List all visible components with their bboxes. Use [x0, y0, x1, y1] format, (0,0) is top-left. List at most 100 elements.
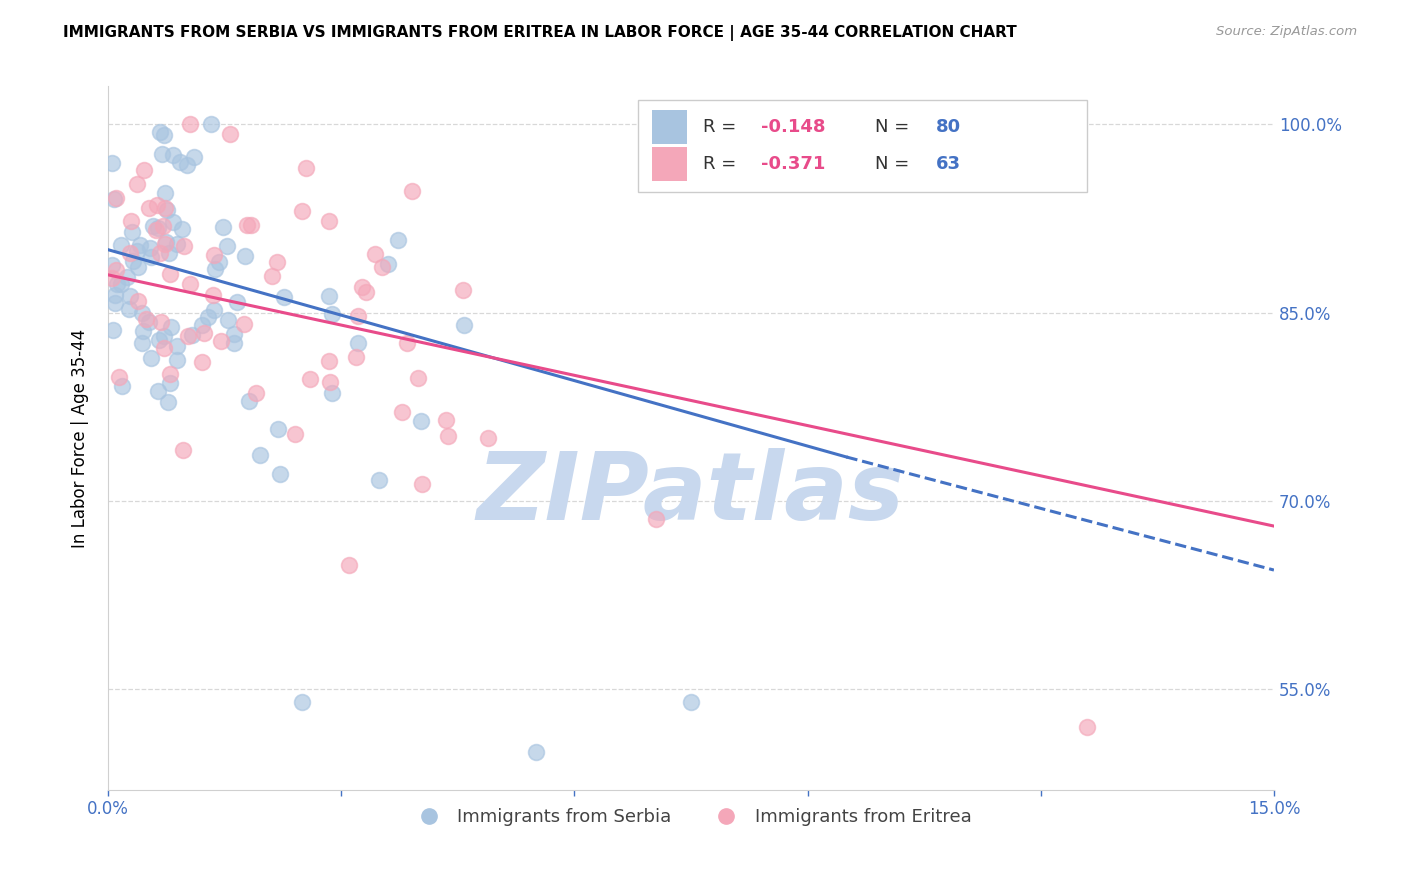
Point [108, 370, 131, 384]
Point [104, 191, 127, 205]
Point [110, 238, 132, 252]
Point [319, 375, 342, 389]
Point [284, 426, 307, 441]
Point [162, 148, 184, 162]
Point [101, 156, 124, 170]
Point [155, 235, 177, 249]
Point [132, 324, 155, 338]
Point [156, 202, 179, 217]
Text: N =: N = [875, 118, 915, 136]
Point [233, 318, 256, 332]
Point [105, 277, 128, 291]
Bar [652, 111, 688, 144]
Point [128, 237, 150, 252]
Point [208, 255, 231, 269]
Point [159, 376, 181, 391]
Point [156, 394, 179, 409]
Point [347, 310, 370, 324]
Point [180, 327, 202, 342]
Point [146, 384, 169, 398]
Point [132, 163, 155, 178]
Point [437, 429, 460, 443]
Point [295, 161, 318, 175]
Point [644, 512, 666, 526]
Point [298, 372, 321, 386]
Point [105, 262, 128, 277]
Point [152, 219, 174, 233]
Point [318, 354, 340, 368]
Point [155, 237, 177, 252]
Text: R =: R = [703, 118, 741, 136]
Point [191, 318, 214, 332]
Point [153, 128, 176, 143]
Point [110, 277, 132, 292]
Point [111, 379, 134, 393]
Point [262, 268, 284, 283]
Point [153, 329, 176, 343]
Point [409, 414, 432, 428]
Point [120, 214, 142, 228]
Text: N =: N = [875, 154, 915, 173]
Point [145, 223, 167, 237]
Point [346, 335, 368, 350]
Point [679, 695, 702, 709]
Point [350, 279, 373, 293]
Point [193, 326, 215, 340]
Point [321, 307, 343, 321]
Point [118, 301, 141, 316]
Text: IMMIGRANTS FROM SERBIA VS IMMIGRANTS FROM ERITREA IN LABOR FORCE | AGE 35-44 COR: IMMIGRANTS FROM SERBIA VS IMMIGRANTS FRO… [63, 25, 1017, 41]
Point [104, 295, 127, 310]
Point [291, 695, 314, 709]
Point [233, 249, 256, 263]
Point [157, 246, 180, 260]
Point [166, 338, 188, 352]
Point [204, 261, 226, 276]
Point [377, 257, 399, 271]
Point [477, 431, 499, 445]
Point [122, 254, 145, 268]
Point [155, 186, 177, 200]
Point [146, 221, 169, 235]
Point [453, 318, 475, 332]
Bar [652, 147, 688, 181]
Point [401, 184, 423, 198]
Point [120, 289, 142, 303]
Point [226, 294, 249, 309]
Point [146, 198, 169, 212]
Point [238, 394, 260, 409]
Point [201, 287, 224, 301]
Point [321, 386, 343, 401]
Point [356, 285, 378, 300]
Point [267, 422, 290, 436]
Point [103, 192, 125, 206]
Point [219, 127, 242, 141]
Point [524, 745, 547, 759]
Point [183, 150, 205, 164]
Text: 63: 63 [936, 154, 960, 173]
Point [197, 310, 219, 324]
Point [217, 313, 239, 327]
Point [291, 203, 314, 218]
Text: -0.148: -0.148 [761, 118, 825, 136]
Point [200, 117, 222, 131]
Point [367, 473, 389, 487]
Point [179, 117, 201, 131]
Point [127, 244, 149, 259]
Point [209, 334, 232, 348]
Point [104, 288, 127, 302]
Point [131, 306, 153, 320]
Point [269, 467, 291, 481]
Point [120, 245, 142, 260]
Text: -0.371: -0.371 [761, 154, 825, 173]
Point [363, 247, 385, 261]
Point [101, 258, 124, 272]
Point [172, 442, 194, 457]
Point [266, 255, 288, 269]
Point [121, 225, 143, 239]
Point [160, 320, 183, 334]
Point [135, 312, 157, 326]
Point [138, 201, 160, 215]
Point [101, 270, 124, 285]
Point [249, 448, 271, 462]
Text: ZIPatlas: ZIPatlas [477, 449, 905, 541]
